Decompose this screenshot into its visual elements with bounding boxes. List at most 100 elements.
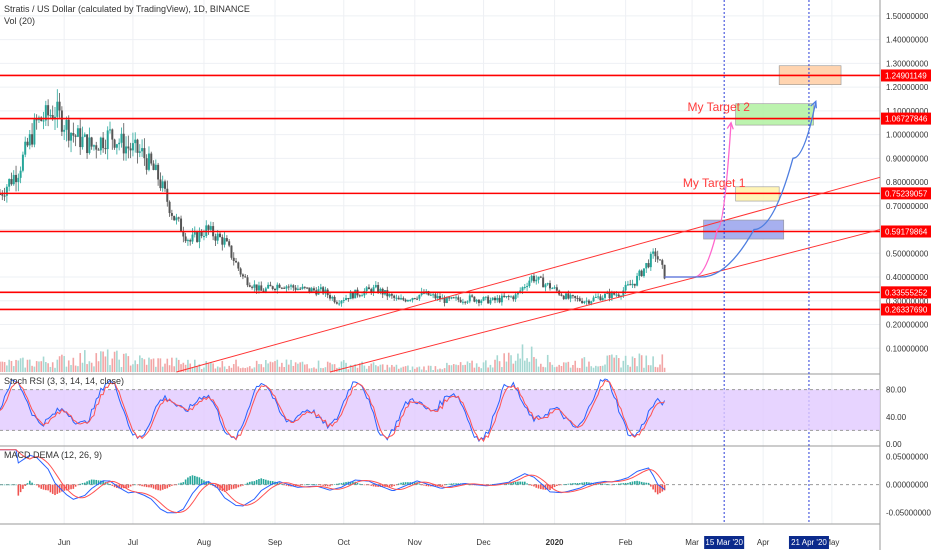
chart-title: Stratis / US Dollar (calculated by Tradi… [4, 4, 250, 14]
candle-body [414, 298, 416, 299]
candle-body [581, 301, 583, 303]
macd-histogram-bar [396, 485, 398, 486]
macd-histogram-bar [425, 485, 427, 486]
volume-bar [659, 365, 661, 372]
projection-path [665, 123, 731, 277]
volume-bar [357, 368, 359, 372]
macd-histogram-bar [565, 484, 567, 485]
macd-histogram-bar [650, 485, 652, 487]
volume-bar [485, 360, 487, 372]
macd-histogram-bar [254, 481, 256, 484]
macd-histogram-bar [180, 483, 182, 485]
candle-body [533, 276, 535, 281]
volume-bar [526, 358, 528, 372]
candle-body [469, 295, 471, 301]
candle-body [65, 120, 67, 130]
candle-body [91, 137, 93, 146]
candle-body [476, 300, 478, 302]
macd-histogram-bar [45, 485, 47, 491]
candle-body [10, 179, 12, 184]
volume-bar [604, 365, 606, 372]
candle-body [173, 216, 175, 220]
candle-body [602, 298, 604, 300]
candle-body [409, 300, 411, 301]
macd-histogram-bar [563, 484, 565, 485]
candle-body [638, 271, 640, 276]
volume-bar [506, 362, 508, 372]
volume-bar [13, 366, 15, 372]
volume-bar [82, 363, 84, 372]
candle-body [354, 290, 356, 299]
candle-body [221, 237, 223, 245]
volume-bar [629, 367, 631, 372]
volume-bar [551, 365, 553, 372]
candle-body [510, 296, 512, 297]
macd-histogram-bar [641, 482, 643, 485]
volume-bar [150, 359, 152, 372]
candle-body [535, 280, 537, 282]
stoch-rsi-pane [0, 379, 880, 441]
candle-body [247, 277, 249, 285]
candle-body [593, 298, 595, 302]
candle-body [86, 134, 88, 153]
volume-bar [34, 367, 36, 372]
volume-bar [490, 365, 492, 372]
volume-bar [11, 361, 13, 372]
volume-bar [61, 355, 63, 372]
volume-bar [572, 365, 574, 372]
candle-body [88, 137, 90, 153]
volume-bar [139, 355, 141, 372]
macd-histogram-bar [22, 485, 24, 489]
candle-body [590, 301, 592, 303]
candle-body [59, 102, 61, 111]
volume-bar [297, 364, 299, 372]
macd-histogram-bar [616, 484, 618, 485]
volume-bar [409, 370, 411, 372]
volume-bar [386, 365, 388, 372]
macd-histogram-bar [187, 478, 189, 485]
volume-bar [238, 366, 240, 372]
candle-body [464, 302, 466, 303]
macd-histogram-bar [627, 483, 629, 485]
candle-body [36, 119, 38, 120]
volume-bar [318, 361, 320, 372]
volume-bar [586, 367, 588, 372]
volume-bar [542, 367, 544, 372]
macd-histogram-bar [373, 485, 375, 487]
time-tick-label: Feb [619, 538, 633, 547]
volume-bar [258, 364, 260, 372]
volume-bar [584, 357, 586, 372]
macd-histogram-bar [368, 485, 370, 486]
candle-body [455, 297, 457, 298]
candle-body [560, 295, 562, 296]
macd-histogram-bar [47, 485, 49, 491]
volume-bar [350, 365, 352, 372]
macd-histogram-bar [79, 484, 81, 485]
candle-body [269, 285, 271, 286]
candle-body [522, 287, 524, 290]
volume-bar [460, 362, 462, 372]
macd-histogram-bar [611, 485, 613, 486]
volume-bar [370, 364, 372, 372]
candle-body [1, 194, 3, 195]
candle-body [17, 178, 19, 182]
macd-histogram-bar [40, 485, 42, 489]
volume-bar [373, 362, 375, 372]
candle-body [84, 134, 86, 136]
candle-body [579, 298, 581, 301]
volume-bar [22, 358, 24, 372]
price-tick-label: 0.40000000 [886, 273, 929, 282]
candle-body [132, 143, 134, 150]
volume-bar [178, 360, 180, 372]
macd-histogram-bar [320, 485, 322, 486]
candle-body [93, 145, 95, 146]
macd-histogram-bar [263, 479, 265, 485]
candle-body [336, 302, 338, 304]
candle-body [283, 288, 285, 289]
volume-bar [221, 361, 223, 372]
volume-bar [228, 366, 230, 372]
candle-body [61, 110, 63, 131]
volume-bar [185, 365, 187, 372]
candle-body [540, 277, 542, 278]
